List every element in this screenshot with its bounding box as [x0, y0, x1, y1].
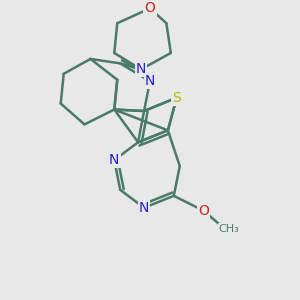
Text: CH₃: CH₃	[218, 224, 239, 234]
Text: O: O	[198, 204, 209, 218]
Text: S: S	[172, 91, 181, 105]
Text: N: N	[139, 201, 149, 215]
Text: N: N	[145, 74, 155, 88]
Text: N: N	[109, 153, 119, 167]
Text: N: N	[136, 62, 146, 76]
Text: O: O	[145, 1, 155, 15]
